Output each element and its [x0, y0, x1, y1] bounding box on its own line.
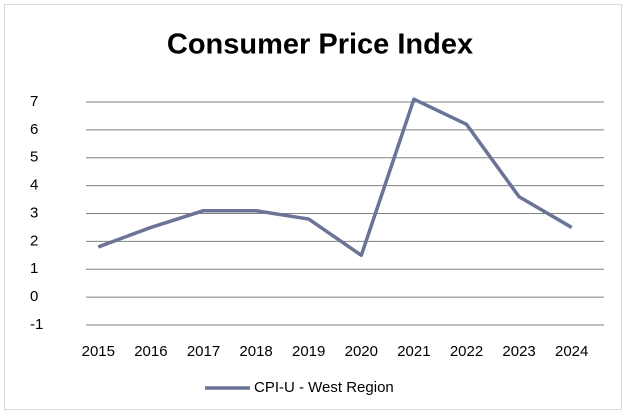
y-tick-label: 3: [30, 204, 38, 221]
x-tick-label: 2019: [292, 343, 325, 360]
y-tick-label: 7: [30, 93, 38, 110]
legend-label: CPI-U - West Region: [254, 379, 394, 396]
y-tick-label: 6: [30, 121, 38, 138]
chart-title: Consumer Price Index: [167, 29, 473, 61]
x-tick-label: 2015: [82, 343, 115, 360]
x-tick-label: 2017: [187, 343, 220, 360]
y-tick-label: 1: [30, 260, 38, 277]
x-tick-label: 2020: [345, 343, 378, 360]
x-tick-label: 2022: [450, 343, 483, 360]
x-tick-label: 2018: [239, 343, 272, 360]
y-tick-label: 4: [30, 177, 38, 194]
y-tick-label: 2: [30, 232, 38, 249]
y-tick-label: 0: [30, 288, 38, 305]
x-tick-label: 2021: [397, 343, 430, 360]
x-tick-label: 2016: [134, 343, 167, 360]
y-tick-label: -1: [30, 316, 43, 333]
x-tick-label: 2024: [555, 343, 588, 360]
chart-border: [4, 4, 622, 410]
line-series: [97, 97, 573, 258]
y-tick-label: 5: [30, 149, 38, 166]
x-tick-label: 2023: [502, 343, 535, 360]
